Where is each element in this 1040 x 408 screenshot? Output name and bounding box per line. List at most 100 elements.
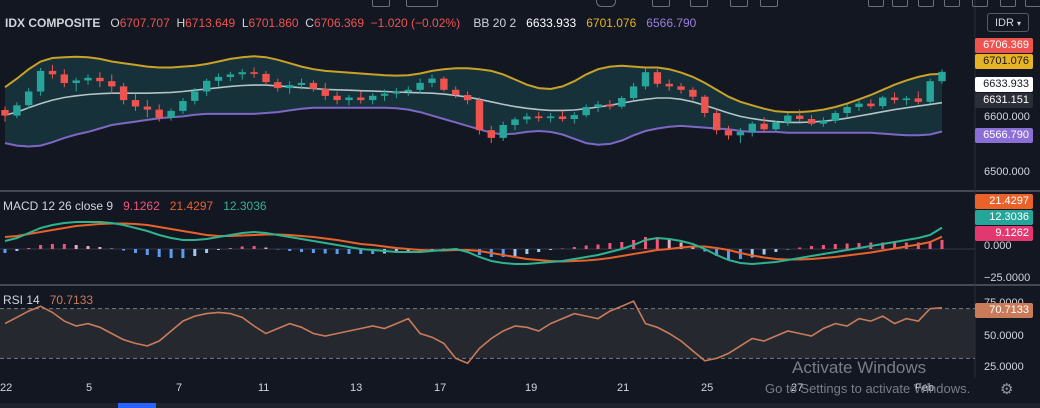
macd-histogram-bar [228, 248, 232, 249]
toolbar-button-icon[interactable] [406, 0, 438, 7]
signal-value: 21.4297 [169, 199, 214, 213]
candle-body [890, 97, 899, 101]
time-axis-tick: Feb [915, 382, 934, 394]
toolbar-button-icon[interactable] [972, 0, 988, 7]
candle-body [629, 86, 638, 98]
candle-body [475, 100, 484, 131]
candle-body [392, 91, 401, 94]
candle-body [831, 113, 839, 121]
candle-body [167, 110, 175, 118]
time-axis-tick: 25 [701, 382, 714, 394]
macd-histogram-bar [276, 249, 280, 250]
rsi-label[interactable]: RSI 14 [3, 293, 40, 307]
toolbar-button-icon[interactable] [868, 0, 884, 7]
bb-basis-value: 6633.933 [526, 16, 577, 30]
histogram-value: 12.3036 [223, 199, 267, 213]
open-value: 6707.707 [119, 16, 170, 30]
symbol-name[interactable]: IDX COMPOSITE [5, 16, 101, 30]
macd-label[interactable]: MACD 12 26 close 9 [3, 199, 114, 213]
macd-histogram-bar [157, 249, 161, 257]
candle-body [784, 115, 792, 123]
candle-body [238, 72, 246, 75]
candle-body [796, 115, 804, 119]
candle-body [772, 122, 780, 130]
macd-histogram-bar [881, 242, 885, 249]
macd-histogram-bar [608, 243, 612, 249]
candle-body [463, 95, 472, 101]
candle-body [606, 104, 614, 107]
rsi-badge: 70.7133 [975, 303, 1033, 318]
candle-body [855, 103, 863, 107]
candle-body [380, 93, 389, 96]
candle-body [309, 82, 318, 89]
rsi-legend: RSI 14 70.7133 [3, 293, 93, 307]
candle-body [131, 100, 140, 107]
macd-axis-tick: 0.000 [984, 240, 1012, 252]
macd-histogram-bar [916, 242, 920, 249]
histogram-badge: 12.3036 [975, 210, 1033, 225]
candle-body [250, 72, 258, 74]
time-axis-tick: 13 [350, 382, 363, 394]
macd-histogram-bar [193, 249, 197, 256]
macd-histogram-bar [774, 249, 778, 252]
toolbar-button-icon[interactable] [690, 0, 708, 7]
macd-histogram-bar [786, 249, 790, 250]
bb-lower-line [4, 106, 943, 148]
toolbar-button-icon[interactable] [730, 0, 748, 7]
macd-histogram-bar [27, 248, 31, 249]
bb-fill-area [5, 56, 942, 147]
candle-body [867, 103, 875, 107]
toolbar-button-icon[interactable] [596, 0, 616, 7]
rsi-value: 70.7133 [49, 293, 94, 307]
macd-histogram-bar [371, 249, 375, 254]
macd-histogram-bar [513, 249, 517, 256]
candle-body [546, 116, 555, 119]
price-axis-tick: 6600.000 [984, 111, 1030, 123]
toolbar-button-icon[interactable] [372, 0, 390, 7]
activation-watermark-subtitle: Go to Settings to activate Windows. [765, 381, 971, 396]
activation-watermark-title: Activate Windows [792, 358, 927, 377]
macd-histogram-bar [644, 237, 647, 249]
toolbar-button-icon[interactable] [1025, 0, 1040, 7]
macd-pane [0, 221, 975, 266]
candle-body [274, 82, 282, 89]
macd-value: 9.1262 [123, 199, 160, 213]
candle-body [701, 96, 709, 113]
candle-body [760, 123, 768, 130]
toolbar-button-icon[interactable] [652, 0, 670, 7]
bb-label[interactable]: BB 20 2 [473, 16, 517, 30]
toolbar-button-icon[interactable] [1000, 0, 1016, 7]
macd-histogram-bar [430, 249, 434, 250]
candle-body [13, 105, 21, 116]
toolbar-button-icon[interactable] [918, 0, 934, 7]
bb-upper-value: 6701.076 [586, 16, 637, 30]
candle-body [357, 97, 365, 101]
candle-body [404, 89, 412, 92]
candle-body [511, 119, 519, 125]
bottom-scroll-thumb[interactable] [118, 403, 156, 408]
toolbar-button-icon[interactable] [944, 0, 960, 7]
currency-label: IDR [994, 17, 1014, 29]
macd-histogram-bar [715, 249, 719, 256]
toolbar-button-icon[interactable] [760, 0, 778, 7]
currency-button[interactable]: IDR ▾ [987, 13, 1029, 32]
macd-histogram-bar [406, 249, 410, 252]
macd-histogram-bar [584, 245, 588, 249]
candle-body [452, 89, 460, 95]
candle-body [36, 70, 45, 92]
macd-histogram-bar [928, 242, 932, 249]
bottom-scroll-track[interactable] [0, 403, 1040, 408]
low-label: L [241, 16, 249, 30]
settings-gear-icon[interactable]: ⚙ [1000, 381, 1014, 398]
candle-body [653, 72, 662, 84]
macd-histogram-bar [572, 247, 576, 249]
toolbar-button-icon[interactable] [892, 0, 908, 7]
macd-histogram-bar [86, 246, 90, 249]
candle-body [843, 107, 851, 113]
macd-histogram-bar [667, 239, 671, 249]
candle-body [321, 89, 329, 96]
macd-histogram-bar [300, 249, 303, 252]
candle-body [665, 83, 673, 87]
macd-histogram-bar [833, 244, 837, 249]
macd-histogram-bar [501, 249, 505, 257]
